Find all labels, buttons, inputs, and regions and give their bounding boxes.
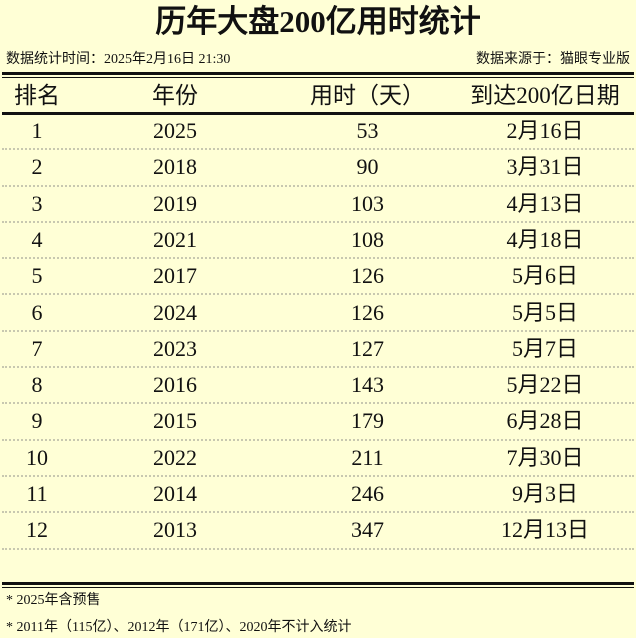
cell-rank: 6	[31, 299, 43, 325]
divider	[2, 72, 634, 78]
table-row: 10 2022 211 7月30日	[0, 441, 636, 478]
cell-date: 3月31日	[506, 154, 584, 180]
page-title: 历年大盘200亿用时统计	[155, 4, 481, 39]
cell-year: 2013	[153, 517, 197, 543]
cell-year: 2018	[153, 154, 197, 180]
cell-date: 7月30日	[506, 444, 584, 470]
cell-days: 211	[351, 444, 384, 470]
table-row: 3 2019 103 4月13日	[0, 187, 636, 224]
cell-date: 5月7日	[511, 335, 578, 361]
stat-time: 数据统计时间：2025年2月16日 21:30	[6, 52, 231, 67]
header-rank: 排名	[14, 83, 60, 108]
cell-year: 2016	[153, 372, 197, 398]
cell-year: 2014	[153, 481, 197, 506]
table-header: 排名 年份 用时（天） 到达200亿日期	[0, 80, 636, 112]
table-row: 7 2023 127 5月7日	[0, 332, 636, 369]
cell-days: 126	[351, 263, 384, 289]
header-divider	[2, 112, 634, 115]
table-row: 9 2015 179 6月28日	[0, 404, 636, 441]
cell-rank: 4	[31, 226, 43, 252]
cell-days: 90	[356, 154, 379, 180]
cell-date: 6月28日	[506, 408, 584, 434]
table-row: 5 2017 126 5月6日	[0, 259, 636, 296]
cell-rank: 8	[31, 372, 43, 398]
table-row: 8 2016 143 5月22日	[0, 368, 636, 405]
header-date: 到达200亿日期	[470, 83, 620, 108]
table-row: 6 2024 126 5月5日	[0, 296, 636, 333]
cell-rank: 3	[31, 190, 43, 216]
cell-days: 127	[351, 335, 384, 361]
cell-rank: 7	[31, 335, 43, 361]
cell-days: 53	[356, 118, 379, 143]
cell-date: 2月16日	[506, 118, 584, 143]
footnote: * 2011年（115亿）、2012年（171亿）、2020年不计入统计	[6, 620, 352, 635]
cell-year: 2023	[153, 335, 197, 361]
cell-rank: 11	[26, 481, 48, 506]
cell-year: 2025	[153, 118, 197, 143]
cell-rank: 2	[31, 154, 43, 180]
cell-rank: 5	[31, 263, 43, 289]
cell-rank: 9	[31, 408, 43, 434]
table-row: 1 2025 53 2月16日	[0, 114, 636, 151]
cell-days: 246	[351, 481, 384, 506]
cell-days: 179	[351, 408, 384, 434]
divider	[2, 582, 634, 588]
cell-year: 2015	[153, 408, 197, 434]
cell-date: 12月13日	[500, 517, 589, 543]
cell-year: 2022	[153, 444, 197, 470]
cell-days: 103	[351, 190, 384, 216]
cell-year: 2019	[153, 190, 197, 216]
table-row: 2 2018 90 3月31日	[0, 150, 636, 187]
cell-year: 2024	[153, 299, 197, 325]
cell-rank: 1	[31, 118, 43, 143]
cell-date: 5月6日	[511, 263, 578, 289]
cell-date: 4月13日	[506, 190, 584, 216]
cell-year: 2017	[153, 263, 197, 289]
header-days: 用时（天）	[310, 83, 425, 108]
cell-rank: 10	[26, 444, 48, 470]
header-year: 年份	[152, 83, 198, 108]
table-row: 12 2013 347 12月13日	[0, 513, 636, 550]
data-source: 数据来源于：猫眼专业版	[476, 52, 630, 67]
cell-date: 5月5日	[511, 299, 578, 325]
footnote: * 2025年含预售	[6, 593, 101, 608]
cell-date: 9月3日	[511, 481, 578, 506]
cell-date: 4月18日	[506, 226, 584, 252]
cell-days: 126	[351, 299, 384, 325]
cell-year: 2021	[153, 226, 197, 252]
cell-days: 143	[351, 372, 384, 398]
cell-rank: 12	[26, 517, 48, 543]
cell-days: 108	[351, 226, 384, 252]
cell-date: 5月22日	[506, 372, 584, 398]
cell-days: 347	[351, 517, 384, 543]
table-row: 11 2014 246 9月3日	[0, 477, 636, 514]
table-row: 4 2021 108 4月18日	[0, 223, 636, 260]
